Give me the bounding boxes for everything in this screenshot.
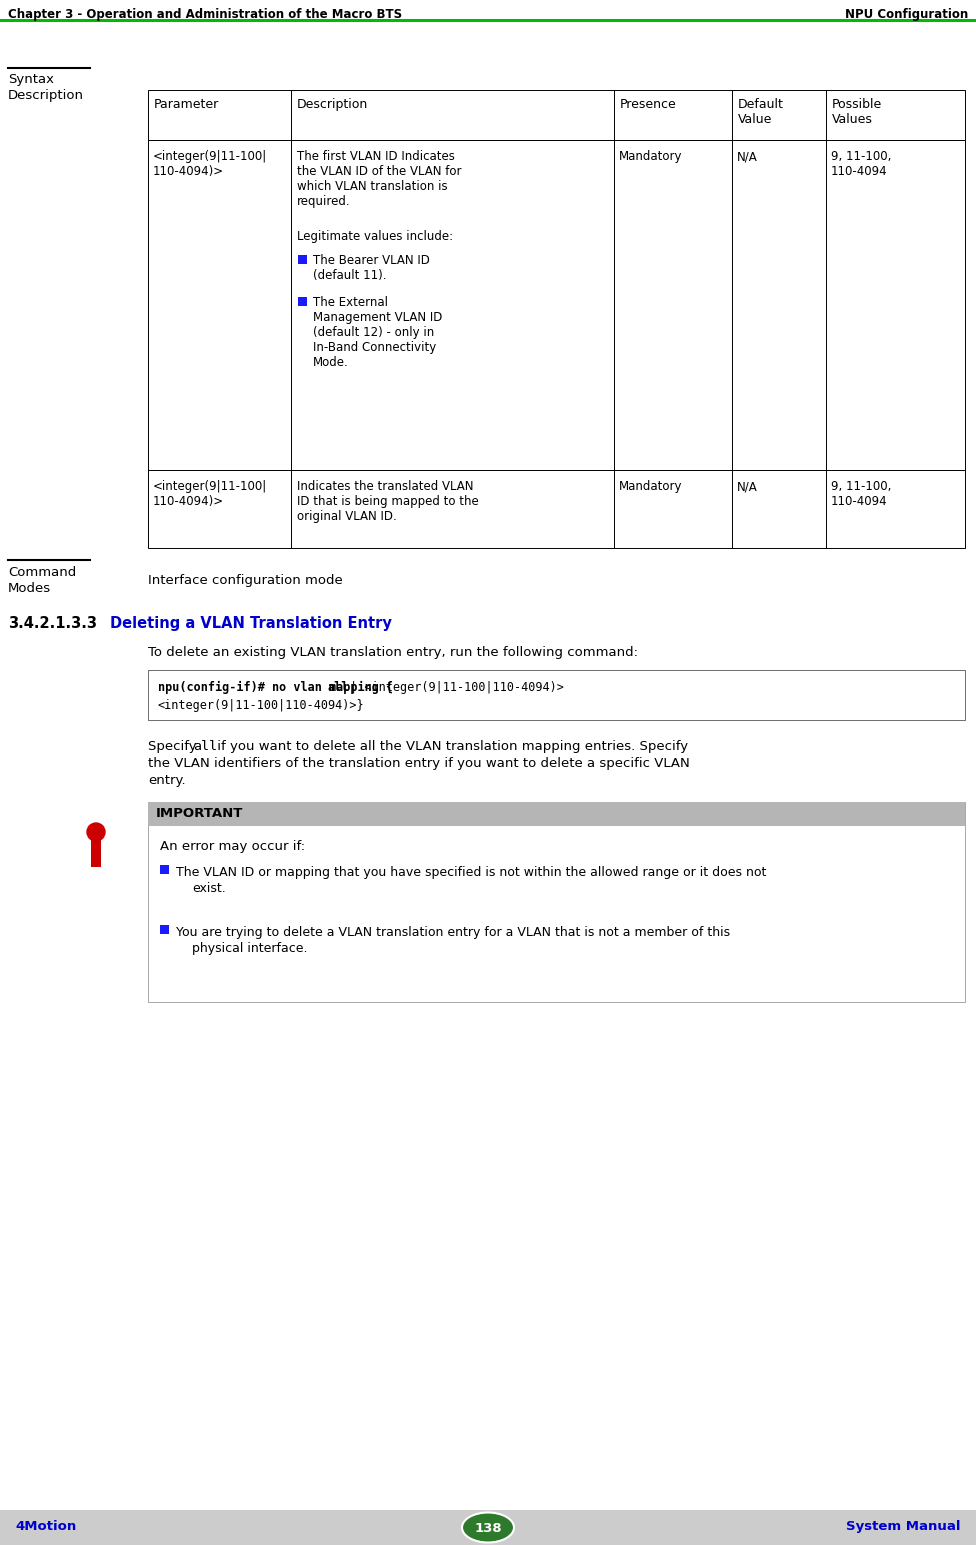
Text: entry.: entry.: [148, 774, 185, 786]
Text: the VLAN identifiers of the translation entry if you want to delete a specific V: the VLAN identifiers of the translation …: [148, 757, 690, 769]
Text: 3.4.2.1.3.3: 3.4.2.1.3.3: [8, 616, 97, 630]
Bar: [148, 90, 965, 141]
Text: 138: 138: [474, 1522, 502, 1534]
Bar: [91, 839, 101, 867]
Text: Syntax: Syntax: [8, 73, 54, 87]
Text: The Bearer VLAN ID
(default 11).: The Bearer VLAN ID (default 11).: [313, 253, 429, 283]
Text: Deleting a VLAN Translation Entry: Deleting a VLAN Translation Entry: [110, 616, 392, 630]
Text: Description: Description: [297, 97, 368, 111]
Text: IMPORTANT: IMPORTANT: [156, 806, 243, 820]
Circle shape: [87, 823, 105, 840]
Text: Default
Value: Default Value: [738, 97, 784, 127]
Text: Specify: Specify: [148, 740, 201, 752]
Text: NPU Configuration: NPU Configuration: [845, 8, 968, 22]
Bar: [298, 297, 307, 306]
Text: if you want to delete all the VLAN translation mapping entries. Specify: if you want to delete all the VLAN trans…: [213, 740, 688, 752]
Text: 9, 11-100,
110-4094: 9, 11-100, 110-4094: [832, 480, 891, 508]
Text: Legitimate values include:: Legitimate values include:: [297, 230, 453, 243]
Text: physical interface.: physical interface.: [192, 942, 307, 955]
Bar: [148, 671, 965, 720]
Ellipse shape: [462, 1513, 514, 1542]
Text: N/A: N/A: [737, 480, 758, 493]
Text: exist.: exist.: [192, 882, 225, 895]
Text: Interface configuration mode: Interface configuration mode: [148, 575, 343, 587]
Bar: [160, 865, 169, 874]
Text: all: all: [193, 740, 217, 752]
Text: Indicates the translated VLAN
ID that is being mapped to the
original VLAN ID.: Indicates the translated VLAN ID that is…: [297, 480, 478, 524]
Text: An error may occur if:: An error may occur if:: [160, 840, 305, 853]
Text: N/A: N/A: [737, 150, 758, 164]
Text: Parameter: Parameter: [154, 97, 220, 111]
Text: npu(config-if)# no vlan mapping {: npu(config-if)# no vlan mapping {: [158, 681, 393, 694]
Text: Possible
Values: Possible Values: [833, 97, 882, 127]
Text: <integer(9|11-100|
110-4094)>: <integer(9|11-100| 110-4094)>: [153, 150, 267, 178]
Text: System Manual: System Manual: [846, 1520, 961, 1533]
Text: Mandatory: Mandatory: [619, 150, 682, 164]
Bar: [148, 470, 965, 548]
Bar: [148, 802, 965, 1003]
Bar: [298, 255, 307, 264]
Text: Command: Command: [8, 565, 76, 579]
Text: The VLAN ID or mapping that you have specified is not within the allowed range o: The VLAN ID or mapping that you have spe…: [176, 867, 766, 879]
Text: Chapter 3 - Operation and Administration of the Macro BTS: Chapter 3 - Operation and Administration…: [8, 8, 402, 22]
Text: The External
Management VLAN ID
(default 12) - only in
In-Band Connectivity
Mode: The External Management VLAN ID (default…: [313, 297, 442, 369]
Text: The first VLAN ID Indicates
the VLAN ID of the VLAN for
which VLAN translation i: The first VLAN ID Indicates the VLAN ID …: [297, 150, 462, 209]
Bar: [0, 1509, 976, 1545]
Text: <integer(9|11-100|
110-4094)>: <integer(9|11-100| 110-4094)>: [153, 480, 267, 508]
Bar: [148, 802, 965, 827]
Text: 4Motion: 4Motion: [15, 1520, 76, 1533]
Text: Description: Description: [8, 90, 84, 102]
Bar: [148, 141, 965, 470]
Text: To delete an existing VLAN translation entry, run the following command:: To delete an existing VLAN translation e…: [148, 646, 638, 660]
Bar: [160, 925, 169, 935]
Text: Presence: Presence: [620, 97, 676, 111]
Text: | <integer(9|11-100|110-4094)>: | <integer(9|11-100|110-4094)>: [344, 681, 564, 694]
Text: <integer(9|11-100|110-4094)>}: <integer(9|11-100|110-4094)>}: [158, 698, 365, 712]
Text: Mandatory: Mandatory: [619, 480, 682, 493]
Text: You are trying to delete a VLAN translation entry for a VLAN that is not a membe: You are trying to delete a VLAN translat…: [176, 925, 730, 939]
Text: all: all: [328, 681, 349, 694]
Text: 9, 11-100,
110-4094: 9, 11-100, 110-4094: [832, 150, 891, 178]
Text: Modes: Modes: [8, 582, 51, 595]
